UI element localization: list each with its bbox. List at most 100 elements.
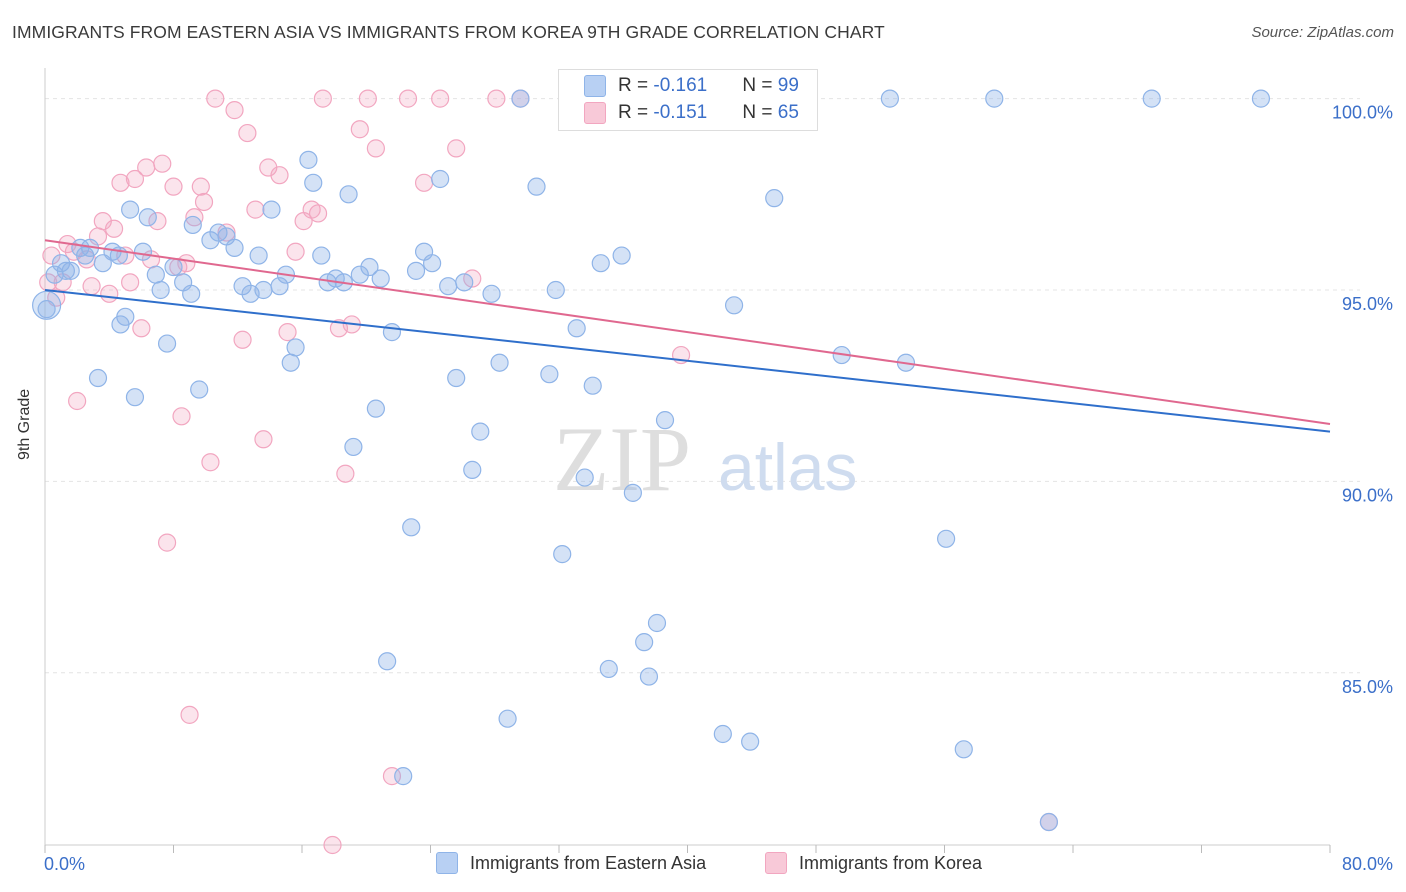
- korea-point: [42, 246, 61, 265]
- eastern-asia-point: [146, 265, 165, 284]
- korea-point: [487, 89, 506, 108]
- eastern-asia-point: [32, 290, 62, 320]
- eastern-asia-point: [463, 460, 482, 479]
- korea-point: [172, 407, 191, 426]
- korea-point: [111, 173, 130, 192]
- korea-point: [137, 158, 156, 177]
- eastern-asia-point: [56, 261, 75, 280]
- tick-labels: 100.0% 95.0% 90.0% 85.0% 0.0% 80.0%: [44, 103, 1393, 874]
- eastern-asia-point: [164, 257, 183, 277]
- korea-point: [414, 173, 434, 192]
- watermark: ZIP atlas: [553, 408, 857, 510]
- korea-point: [82, 277, 101, 296]
- eastern-asia-point: [423, 254, 442, 273]
- bottom-swatch-eastern-asia: [436, 852, 458, 874]
- bottom-swatch-korea: [765, 852, 787, 874]
- eastern-asia-point: [431, 169, 450, 189]
- eastern-asia-point: [635, 633, 654, 652]
- grid-lines: [45, 98, 1360, 674]
- eastern-asia-point: [546, 280, 565, 300]
- eastern-asia-point: [471, 422, 490, 441]
- eastern-asia-point: [540, 365, 559, 384]
- korea-point: [68, 391, 87, 411]
- source-label: Source: ZipAtlas.com: [1251, 24, 1394, 41]
- korea-point: [431, 89, 450, 108]
- eastern-asia-point: [880, 89, 899, 108]
- eastern-asia-trendline: [44, 289, 1331, 433]
- bottom-legend-korea: Immigrants from Korea: [765, 852, 982, 874]
- korea-point: [121, 273, 140, 292]
- eastern-asia-point: [111, 315, 130, 334]
- eastern-asia-point: [985, 89, 1004, 108]
- chart-title: IMMIGRANTS FROM EASTERN ASIA VS IMMIGRAN…: [12, 22, 885, 42]
- korea-point: [201, 453, 220, 472]
- eastern-asia-point: [182, 284, 201, 303]
- eastern-asia-point: [937, 529, 956, 548]
- eastern-asia-point: [225, 238, 244, 257]
- eastern-asia-point: [61, 261, 80, 280]
- eastern-asia-point: [765, 189, 784, 208]
- y-tick-label: 90.0%: [1342, 485, 1393, 505]
- korea-point: [447, 139, 466, 158]
- legend-swatch-korea: [584, 102, 606, 124]
- eastern-asia-point: [623, 483, 642, 502]
- eastern-asia-point: [406, 261, 426, 280]
- eastern-asia-point: [125, 388, 145, 407]
- eastern-asia-point: [583, 376, 602, 395]
- eastern-asia-point: [138, 208, 157, 227]
- eastern-asia-point: [1251, 89, 1271, 108]
- korea-point: [153, 154, 172, 173]
- eastern-asia-point: [254, 280, 273, 300]
- bottom-legend-eastern-asia: Immigrants from Eastern Asia: [436, 852, 706, 874]
- watermark-zip: ZIP: [553, 408, 691, 510]
- korea-point: [132, 319, 151, 338]
- eastern-asia-point: [151, 280, 170, 300]
- x-tick-label: 80.0%: [1342, 854, 1393, 874]
- eastern-asia-point: [1039, 812, 1059, 832]
- eastern-asia-point: [286, 338, 305, 357]
- eastern-asia-point: [262, 200, 281, 219]
- eastern-asia-points: [32, 89, 1271, 832]
- eastern-asia-point: [378, 652, 397, 671]
- eastern-asia-point: [157, 334, 177, 353]
- eastern-asia-point: [724, 296, 744, 315]
- korea-point: [323, 835, 342, 855]
- korea-point: [254, 430, 273, 449]
- legend-n-label: N =: [742, 75, 778, 96]
- korea-point: [336, 464, 355, 483]
- eastern-asia-point: [350, 265, 369, 284]
- eastern-asia-point: [591, 254, 610, 273]
- eastern-asia-point: [655, 411, 675, 430]
- legend-r-label: R =: [618, 102, 654, 123]
- eastern-asia-point: [612, 246, 631, 265]
- legend-r-label: R =: [618, 75, 654, 96]
- eastern-asia-point: [575, 468, 594, 487]
- eastern-asia-point: [394, 767, 413, 786]
- eastern-asia-point: [599, 659, 618, 679]
- korea-point: [206, 89, 225, 108]
- axes: [44, 68, 1331, 853]
- y-tick-label: 100.0%: [1332, 103, 1393, 123]
- eastern-asia-point: [371, 269, 390, 288]
- eastern-asia-point: [647, 613, 667, 633]
- korea-points: [39, 89, 1059, 855]
- y-tick-label: 95.0%: [1342, 294, 1393, 314]
- eastern-asia-point: [299, 150, 318, 169]
- eastern-asia-point: [281, 353, 300, 372]
- legend-r-value: -0.161: [653, 75, 708, 96]
- korea-point: [286, 242, 305, 261]
- korea-point: [185, 208, 204, 227]
- eastern-asia-point: [498, 709, 517, 728]
- korea-point: [164, 177, 183, 196]
- eastern-asia-point: [366, 399, 385, 418]
- korea-point: [191, 177, 210, 196]
- eastern-asia-point: [121, 200, 140, 219]
- eastern-asia-point: [133, 242, 153, 261]
- watermark-atlas: atlas: [718, 430, 857, 504]
- korea-point: [233, 330, 252, 349]
- eastern-asia-point: [741, 732, 760, 751]
- bottom-label-korea: Immigrants from Korea: [799, 852, 983, 873]
- legend-swatch-eastern-asia: [584, 75, 606, 97]
- legend-row-korea: R = -0.151 N = 65: [584, 102, 799, 124]
